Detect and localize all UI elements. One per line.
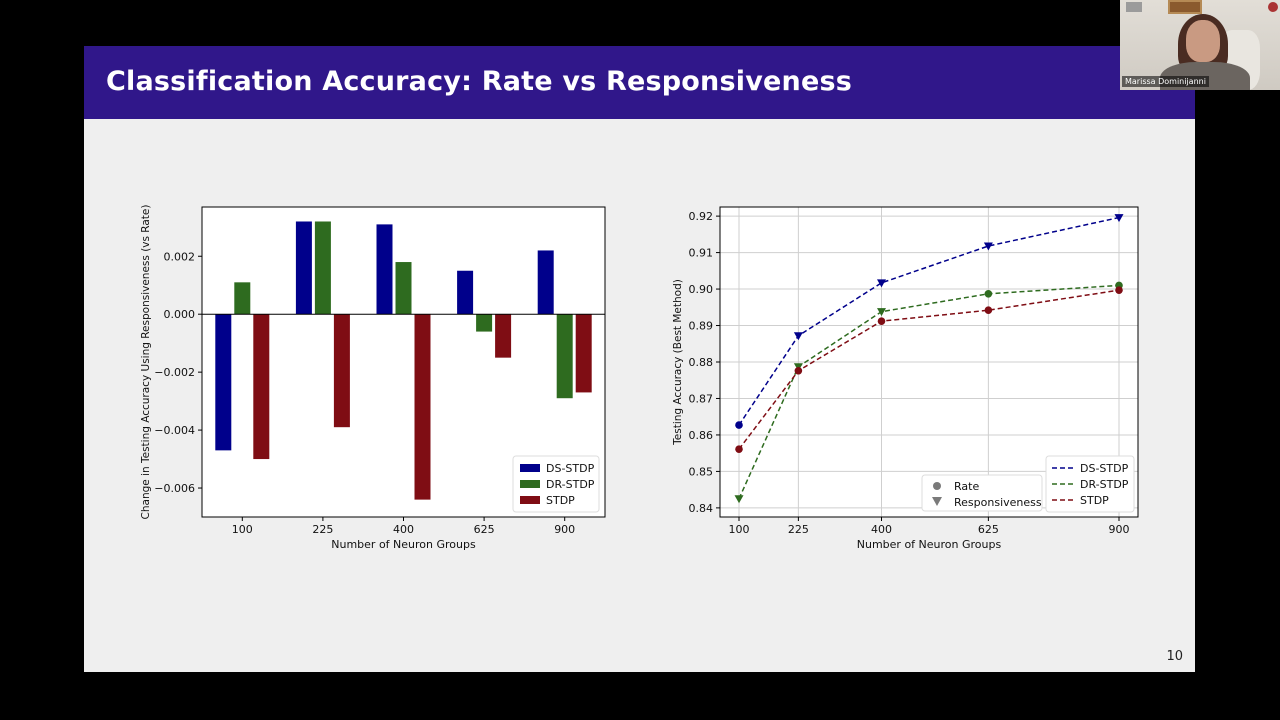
y-tick-label: 0.86: [689, 429, 714, 442]
point-dr-stdp-400: [877, 308, 886, 317]
y-tick-label: 0.91: [689, 247, 714, 260]
bar-stdp-400: [414, 314, 431, 500]
line-chart: 0.84 0.85 0.86 0.87 0.88 0.89 0.90 0.91 0.92 100 2…: [672, 206, 1139, 551]
x-tick-label: 400: [871, 523, 892, 536]
bar-stdp-625: [495, 314, 512, 358]
x-tick-label: 625: [474, 523, 495, 536]
marker-legend-box: [921, 474, 1043, 512]
slide-header: Classification Accuracy: Rate vs Respons…: [84, 46, 1195, 119]
wall-picture: [1168, 0, 1202, 14]
participant-face: [1186, 20, 1220, 62]
bar-stdp-900: [575, 314, 592, 393]
bar-ds-stdp-900: [537, 250, 554, 315]
legend-swatch-ds-stdp: [520, 464, 540, 472]
point-dr-stdp-100: [734, 495, 744, 504]
x-tick-label: 900: [554, 523, 575, 536]
x-axis-label: Number of Neuron Groups: [857, 538, 1002, 551]
point-stdp-100: [735, 445, 743, 453]
wall-picture: [1126, 2, 1142, 12]
y-axis-label: Testing Accuracy (Best Method): [672, 279, 684, 446]
legend-box: [1045, 455, 1135, 513]
y-tick-label: −0.002: [154, 366, 195, 379]
x-axis-label: Number of Neuron Groups: [331, 538, 476, 551]
point-stdp-400: [877, 317, 886, 325]
point-dr-stdp-625: [984, 290, 993, 298]
legend-label: DR-STDP: [546, 478, 595, 491]
line-ds-stdp: [738, 216, 1120, 426]
bar-dr-stdp-400: [395, 262, 412, 315]
point-ds-stdp-625: [983, 242, 993, 251]
bar-dr-stdp-625: [476, 314, 493, 332]
x-tick-label: 400: [393, 523, 414, 536]
marker-legend-triangle: [932, 497, 942, 506]
bar-stdp-100: [253, 314, 270, 460]
y-tick-label: 0.90: [689, 283, 714, 296]
legend-label: STDP: [1080, 494, 1109, 507]
y-tick-label: 0.92: [689, 210, 714, 223]
y-tick-label: −0.004: [154, 424, 195, 437]
y-axis-label: Change in Testing Accuracy Using Respons…: [140, 205, 152, 520]
legend-label: DS-STDP: [1080, 462, 1129, 475]
slide: Classification Accuracy: Rate vs Respons…: [84, 46, 1195, 672]
x-tick-label: 225: [312, 523, 333, 536]
y-tick-label: 0.85: [689, 465, 714, 478]
point-ds-stdp-900: [1114, 214, 1124, 223]
bar-ds-stdp-225: [295, 221, 312, 315]
legend-label: STDP: [546, 494, 575, 507]
marker-legend-label: Rate: [954, 480, 979, 493]
participant-video[interactable]: Marissa Dominijanni: [1120, 0, 1280, 90]
participant-name: Marissa Dominijanni: [1122, 76, 1209, 87]
point-stdp-225: [794, 366, 803, 375]
x-tick-label: 100: [729, 523, 750, 536]
x-tick-label: 100: [232, 523, 253, 536]
point-ds-stdp-225: [793, 332, 803, 341]
point-ds-stdp-100: [735, 421, 743, 429]
y-tick-label: 0.002: [164, 250, 196, 263]
y-tick-label: 0.000: [164, 308, 196, 321]
bar-dr-stdp-900: [556, 314, 573, 399]
point-stdp-625: [984, 306, 993, 315]
point-stdp-900: [1115, 286, 1123, 294]
y-tick-label: 0.88: [689, 356, 714, 369]
y-tick-label: −0.006: [154, 482, 195, 495]
x-tick-label: 900: [1109, 523, 1130, 536]
bar-dr-stdp-100: [234, 282, 251, 315]
legend-swatch-dr-stdp: [520, 480, 540, 488]
bar-ds-stdp-400: [376, 224, 393, 315]
y-tick-label: 0.89: [689, 320, 714, 333]
slide-title: Classification Accuracy: Rate vs Respons…: [106, 66, 852, 97]
bar-stdp-225: [333, 314, 350, 428]
marker-legend-label: Responsiveness: [954, 496, 1042, 509]
bar-ds-stdp-625: [457, 270, 474, 315]
wall-decoration: [1268, 2, 1278, 12]
y-tick-label: 0.84: [689, 502, 714, 515]
x-tick-label: 625: [978, 523, 999, 536]
point-ds-stdp-400: [877, 279, 886, 288]
x-tick-label: 225: [788, 523, 809, 536]
bar-dr-stdp-225: [314, 221, 331, 315]
legend-label: DR-STDP: [1080, 478, 1129, 491]
page-number: 10: [1166, 649, 1183, 664]
y-tick-label: 0.87: [689, 392, 714, 405]
bar-chart: −0.006 −0.004 −0.002 0.000 0.002 100 225 400 625…: [140, 205, 606, 551]
legend-label: DS-STDP: [546, 462, 595, 475]
marker-legend-circle: [933, 482, 941, 490]
bar-ds-stdp-100: [215, 314, 232, 451]
legend-swatch-stdp: [520, 496, 540, 504]
